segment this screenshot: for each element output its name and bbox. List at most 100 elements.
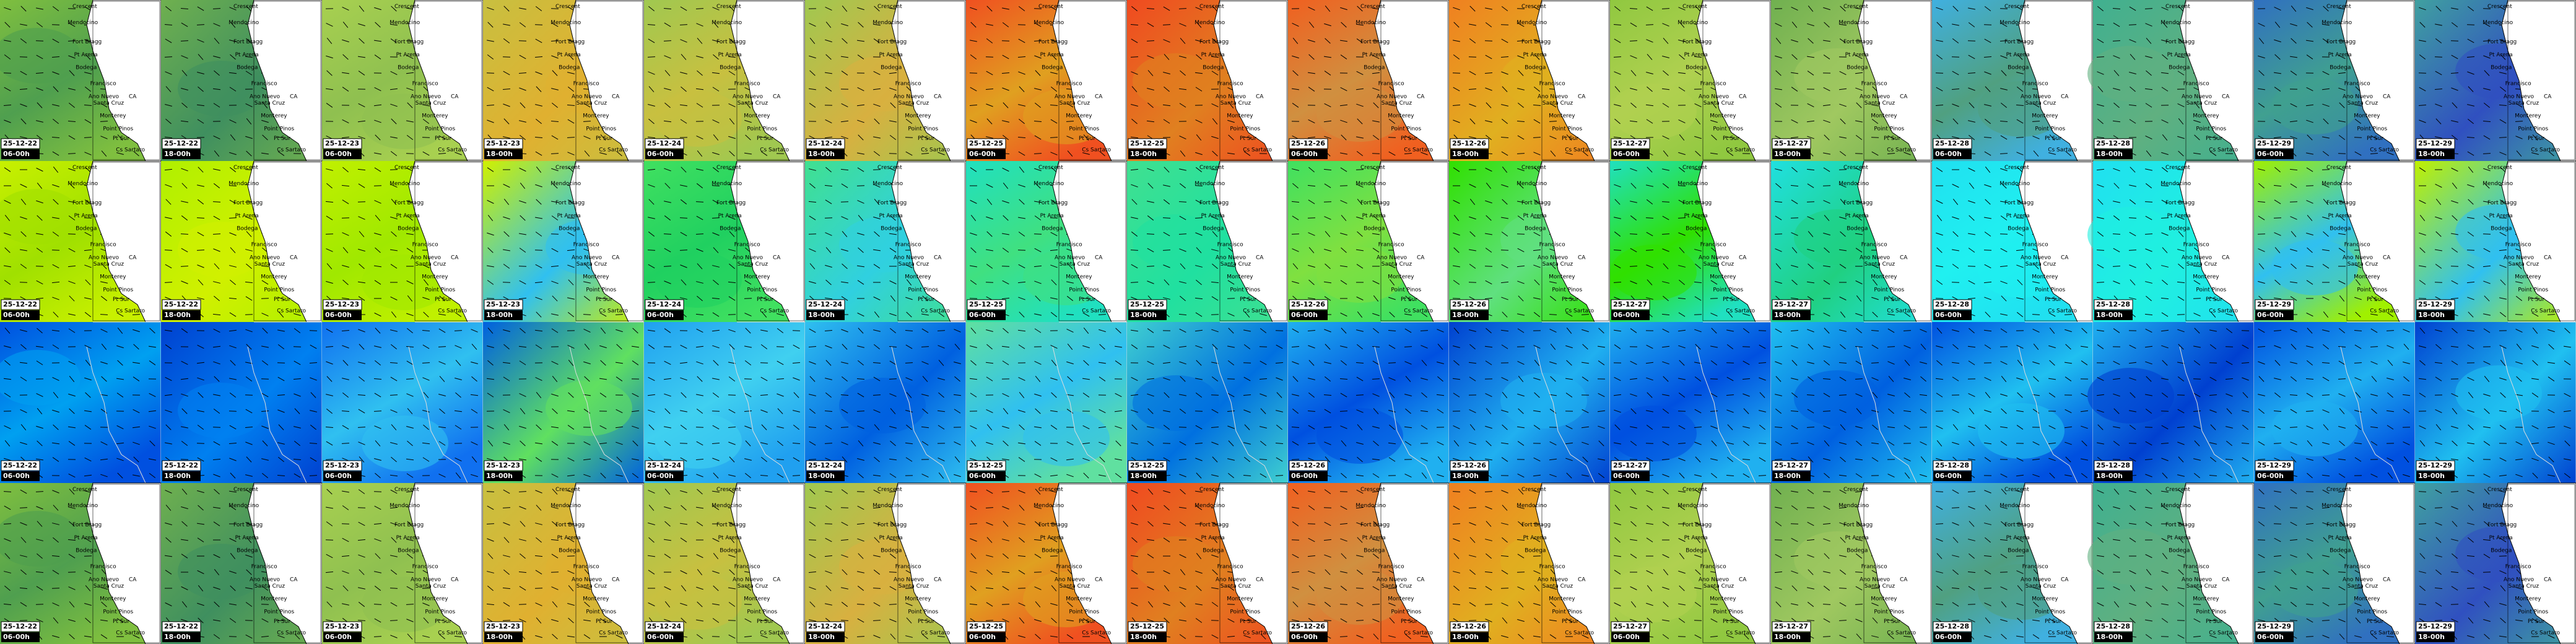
wind-arrow [953,394,962,396]
wind-arrow [2370,474,2378,477]
wind-arrow [1163,119,1170,124]
wind-arrow [1356,150,1364,157]
wind-arrow [2145,168,2152,171]
wind-arrow [2468,392,2474,398]
place-label: Bodega [1364,65,1385,71]
date-label: 25-12-26 [1291,139,1325,147]
wind-arrow [986,38,993,44]
wind-arrow [679,362,688,364]
wind-arrow [744,425,752,429]
place-label: CA [290,255,298,261]
wind-arrow [1388,137,1396,138]
wind-arrow [1806,281,1815,284]
place-label: Santa Cruz [1060,100,1090,107]
wind-arrow [1678,199,1686,204]
wind-arrow [922,408,928,414]
wind-arrow [1840,456,1846,463]
wind-arrow [551,313,559,316]
wind-arrow [825,22,832,28]
wind-arrow [1661,233,1670,235]
wind-arrow [2209,394,2217,396]
wind-arrow [1807,329,1814,333]
wind-arrow [1019,199,1025,205]
place-label: Monterey [744,113,770,120]
map-frame [253,1,321,160]
wind-arrow [2145,474,2152,477]
wind-arrow [100,103,108,108]
place-label: Point Pinos [2357,287,2387,294]
wind-arrow [487,214,494,222]
wind-arrow [1984,344,1991,349]
wind-arrow [100,136,108,139]
wind-arrow [68,473,76,478]
place-label: Francisco [2505,242,2532,248]
wind-arrow [391,199,397,205]
place-label: Monterey [1388,274,1414,281]
place-label: CA [1739,255,1747,261]
place-label: Pt Sur [113,136,129,142]
wind-arrow [824,329,833,332]
wind-arrow [1227,393,1235,398]
place-label: Point Pinos [2357,126,2387,133]
place-label: Monterey [100,274,126,281]
wind-arrow [1050,152,1058,155]
wind-arrow [954,361,961,365]
place-label: Pt Arena [2489,213,2513,219]
wind-arrow [2339,215,2345,221]
color-blob [1610,406,1697,461]
wind-arrow [2145,55,2152,59]
place-label: CA [2222,94,2230,100]
wind-arrow [2193,346,2201,348]
wind-arrow [1501,457,1508,462]
wind-arrow [2210,311,2216,318]
wind-arrow [359,38,365,44]
wind-arrow [2193,458,2201,461]
wind-arrow [1678,152,1686,155]
wind-arrow [567,345,575,349]
wind-arrow [1372,72,1380,74]
wind-arrow [2226,440,2232,446]
wind-arrow [1630,408,1637,414]
wind-arrow [2468,166,2474,173]
wind-arrow [246,118,252,124]
wind-arrow [1774,201,1783,203]
wind-arrow [2016,72,2024,74]
time-box [1772,310,1811,320]
wind-arrow [1243,151,1251,156]
wind-arrow [51,329,60,332]
wind-arrow [1646,297,1653,300]
wind-arrow [648,118,655,124]
wind-arrow [2451,200,2458,204]
wind-arrow [1243,442,1251,445]
wind-arrow [2531,345,2539,349]
wind-arrow [2081,440,2087,446]
wind-arrow [68,313,76,316]
wind-arrow [262,440,268,446]
wind-arrow [1018,264,1025,269]
wind-arrow [391,344,397,350]
wind-arrow [2242,344,2249,349]
wind-arrow [1421,345,1428,349]
wind-arrow [375,247,381,253]
wind-arrow [1533,199,1541,204]
wind-arrow [1195,378,1203,380]
place-label: Fort Bragg [1038,200,1068,206]
wind-arrow [1904,360,1910,366]
wind-arrow [1389,424,1395,430]
wind-arrow [1775,103,1782,108]
wind-arrow [165,71,172,75]
wind-arrow [2065,344,2071,350]
wind-arrow [1212,6,1218,12]
wind-arrow [262,102,268,108]
wind-arrow [809,103,816,108]
wind-arrow [970,167,977,172]
place-label: Fort Bragg [233,39,263,45]
wind-arrow [2113,408,2120,414]
wind-arrow [825,87,832,92]
place-label: Point Pinos [1230,126,1260,133]
wind-arrow [663,233,672,235]
wind-arrow [1790,297,1799,300]
